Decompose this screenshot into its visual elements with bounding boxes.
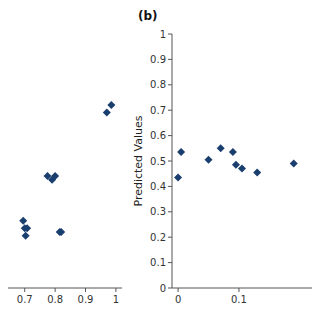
y-tick-label: 0.9 <box>150 54 166 65</box>
y-tick <box>168 186 172 187</box>
panel-0: 0.7 0.8 0.9 1 <box>8 101 122 305</box>
y-tick <box>168 84 172 85</box>
point <box>290 160 298 168</box>
y-axis-label: Predicted Values <box>132 115 145 206</box>
x-tick-label: 1 <box>113 294 119 305</box>
x-axis-line <box>172 288 312 289</box>
x-tick <box>24 288 25 292</box>
points <box>174 144 298 181</box>
y-tick-label: 0.5 <box>150 156 166 167</box>
point <box>177 148 185 156</box>
point <box>232 161 240 169</box>
y-tick <box>168 288 172 289</box>
point <box>23 224 31 232</box>
point <box>238 165 246 173</box>
panel-1: 0 0.1 0 0.1 0.2 0.3 0.4 0.5 0.6 0.7 0.8 0.9 1 Predict… <box>132 9 312 305</box>
chart: 0.70.80.9100.100.10.20.30.40.50.60.70.80… <box>0 0 320 320</box>
y-tick <box>168 34 172 35</box>
y-tick-label: 0.4 <box>150 181 166 192</box>
y-tick <box>168 262 172 263</box>
x-tick <box>55 288 56 292</box>
y-tick <box>168 237 172 238</box>
panel-label: (b) <box>138 9 158 23</box>
y-tick <box>168 110 172 111</box>
x-tick-label: 0.9 <box>78 294 94 305</box>
point <box>253 168 261 176</box>
y-tick <box>168 211 172 212</box>
point <box>229 148 237 156</box>
y-tick <box>168 59 172 60</box>
y-tick-label: 1 <box>160 29 166 40</box>
point <box>22 232 30 240</box>
point <box>51 172 59 180</box>
x-tick <box>238 288 239 292</box>
y-tick-label: 0.6 <box>150 130 166 141</box>
x-tick-label: 0.7 <box>17 294 33 305</box>
point <box>174 174 182 182</box>
y-tick-label: 0 <box>160 283 166 294</box>
y-tick <box>168 161 172 162</box>
x-tick <box>85 288 86 292</box>
x-tick-label: 0.1 <box>231 294 247 305</box>
point <box>19 217 27 225</box>
point <box>217 144 225 152</box>
x-tick-label: 0.8 <box>47 294 63 305</box>
y-tick-label: 0.3 <box>150 206 166 217</box>
y-tick-label: 0.8 <box>150 79 166 90</box>
y-tick-label: 0.1 <box>150 257 166 268</box>
y-tick <box>168 135 172 136</box>
points <box>19 101 115 240</box>
x-tick <box>178 288 179 292</box>
y-tick-label: 0.2 <box>150 232 166 243</box>
point <box>103 108 111 116</box>
x-tick <box>115 288 116 292</box>
point <box>107 101 115 109</box>
x-tick-label: 0 <box>175 294 181 305</box>
point <box>57 228 65 236</box>
point <box>205 156 213 164</box>
y-tick-label: 0.7 <box>150 105 166 116</box>
